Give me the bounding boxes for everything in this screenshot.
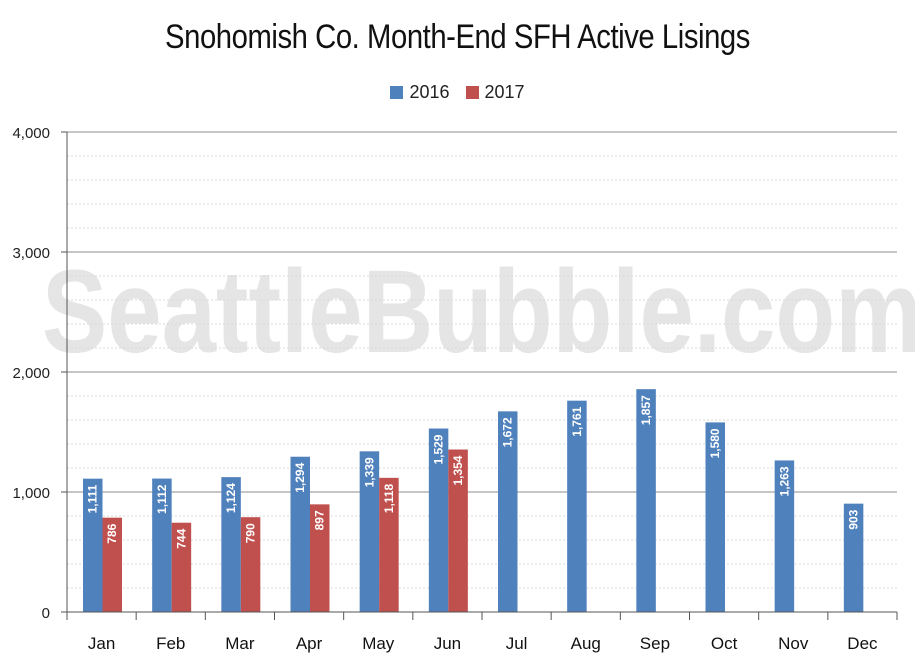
legend: 2016 2017 [0,82,915,103]
bar-2017-jan [102,517,122,612]
bar-2017-may [379,477,399,612]
legend-item-2016: 2016 [390,82,450,103]
data-label-2016-jul: 1,672 [501,417,515,447]
y-tick-label: 1,000 [12,485,50,502]
legend-swatch-2017 [465,86,479,99]
data-label-2017-mar: 790 [244,523,258,543]
data-label-2016-may: 1,339 [362,457,376,487]
bar-2016-dec [843,503,864,612]
data-label-2017-may: 1,118 [382,484,396,514]
bar-2017-jun [448,449,468,612]
data-label-2016-mar: 1,124 [224,483,238,513]
bar-2016-sep [636,389,656,612]
data-label-2016-sep: 1,857 [639,395,653,425]
data-label-2016-jun: 1,529 [432,434,446,464]
data-label-2016-nov: 1,263 [777,466,791,496]
bar-2016-nov [774,460,795,612]
legend-label-2017: 2017 [484,82,525,102]
data-label-2017-jun: 1,354 [451,455,465,485]
bar-2016-mar [221,477,241,612]
data-label-2017-feb: 744 [174,528,188,548]
y-tick-label: 4,000 [12,125,50,142]
x-tick-label: May [362,634,395,653]
bar-2016-may [359,451,380,612]
chart-title: Snohomish Co. Month-End SFH Active Lisin… [165,18,750,56]
bar-2016-jun [428,428,449,612]
bar-2016-apr [290,456,310,612]
bar-2017-mar [240,517,261,612]
data-label-2016-aug: 1,761 [570,406,584,436]
x-tick-label: Nov [778,634,809,653]
data-label-2017-jan: 786 [105,523,119,543]
legend-item-2017: 2017 [465,82,525,103]
x-tick-label: Apr [296,634,323,653]
x-tick-label: Sep [640,634,670,653]
bar-2016-feb [152,478,172,612]
data-label-2016-dec: 903 [847,509,861,529]
x-tick-label: Dec [847,634,878,653]
x-tick-label: Oct [711,634,738,653]
x-tick-label: Jul [506,634,528,653]
y-tick-label: 3,000 [12,245,50,262]
data-label-2017-apr: 897 [313,510,327,530]
data-label-2016-oct: 1,580 [708,428,722,458]
bar-2016-aug [567,400,587,612]
x-tick-label: Aug [571,634,601,653]
x-tick-label: Mar [225,634,255,653]
y-tick-label: 0 [42,605,50,622]
watermark: SeattleBubble.com [42,246,915,378]
x-tick-label: Jun [434,634,461,653]
bar-2016-oct [705,422,725,612]
x-tick-label: Feb [156,634,185,653]
y-tick-label: 2,000 [12,365,50,382]
bar-2016-jan [83,478,103,612]
bar-2017-apr [310,504,330,612]
bar-2017-feb [171,522,192,612]
data-label-2016-jan: 1,111 [86,484,100,513]
legend-label-2016: 2016 [409,82,450,102]
data-label-2016-apr: 1,294 [293,462,307,492]
x-tick-label: Jan [88,634,115,653]
legend-swatch-2016 [390,86,404,99]
data-label-2016-feb: 1,112 [155,484,169,514]
bar-2016-jul [498,411,518,612]
